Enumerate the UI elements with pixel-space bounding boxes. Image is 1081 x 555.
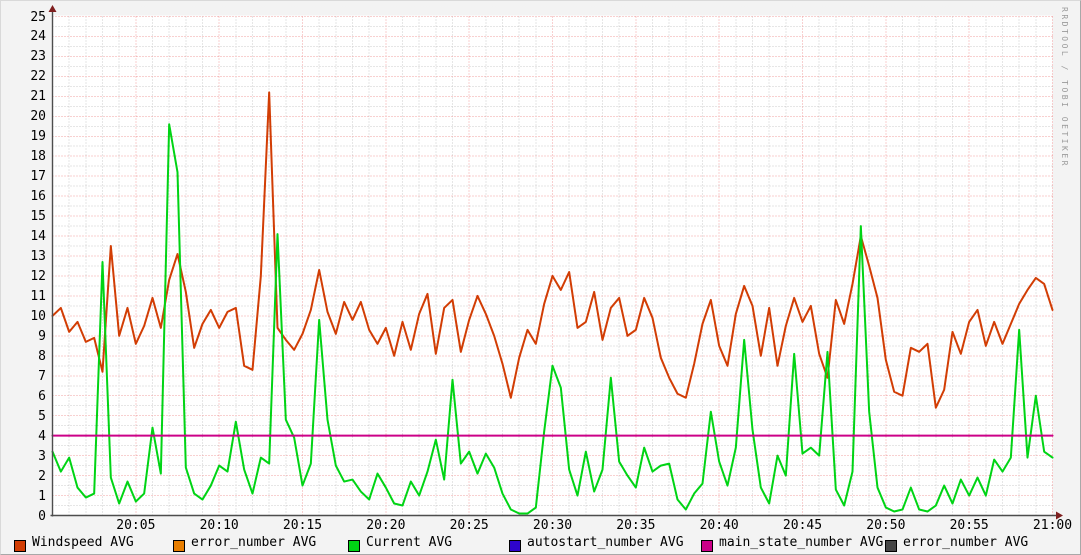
x-tick-label: 20:35: [616, 518, 656, 533]
x-tick-label: 20:50: [866, 518, 906, 533]
y-tick-label: 2: [38, 468, 46, 484]
axes: [48, 5, 1063, 520]
y-tick-label: 3: [38, 448, 46, 464]
series-lines: [51, 91, 1054, 515]
y-tick-label: 13: [30, 249, 46, 265]
y-tick-label: 8: [38, 348, 46, 364]
legend-swatch-current-icon: [348, 540, 360, 552]
x-tick-label: 20:45: [782, 518, 823, 533]
legend-label: autostart_number AVG: [527, 535, 684, 550]
y-tick-label: 22: [30, 69, 46, 85]
legend-item-windspeed: Windspeed AVG: [14, 535, 134, 552]
y-tick-label: 5: [38, 408, 46, 424]
x-tick-label: 20:25: [449, 518, 489, 533]
y-tick-label: 24: [30, 29, 46, 45]
legend-swatch-error_number-icon: [173, 540, 185, 552]
grid-major: [52, 16, 1053, 516]
y-tick-label: 10: [30, 308, 46, 324]
y-tick-label: 23: [30, 49, 46, 65]
y-axis-arrow-icon: [48, 5, 57, 12]
legend-item-current: Current AVG: [348, 535, 453, 552]
x-tick-label: 20:10: [199, 518, 239, 533]
x-axis-arrow-icon: [1056, 511, 1063, 520]
y-tick-label: 4: [38, 428, 46, 444]
legend-item-main_state_number: main_state_number AVG: [701, 535, 884, 552]
legend-swatch-autostart_number-icon: [509, 540, 521, 552]
y-tick-label: 15: [30, 209, 46, 225]
x-tick-label: 21:00: [1032, 518, 1073, 533]
legend-item-error_number: error_number AVG: [173, 535, 317, 552]
x-tick-label: 20:30: [532, 518, 573, 533]
series-windspeed-avg: [51, 91, 1054, 409]
x-tick-label: 20:05: [116, 518, 156, 533]
y-tick-label: 16: [30, 189, 46, 205]
y-tick-label: 7: [38, 368, 46, 384]
legend-item-autostart_number: autostart_number AVG: [509, 535, 684, 552]
legend-swatch-error_number_2-icon: [885, 540, 897, 552]
y-tick-label: 6: [38, 388, 46, 404]
legend-label: Current AVG: [366, 535, 453, 550]
y-tick-label: 14: [30, 229, 46, 245]
legend-label: error_number AVG: [903, 535, 1029, 550]
y-tick-label: 12: [30, 268, 46, 284]
y-tick-label: 9: [38, 328, 46, 344]
y-tick-label: 20: [30, 109, 46, 125]
y-tick-label: 18: [30, 149, 46, 165]
y-tick-label: 11: [30, 288, 46, 304]
y-tick-label: 25: [30, 9, 46, 25]
series-current-avg: [51, 123, 1054, 515]
y-tick-label: 17: [30, 169, 46, 185]
x-tick-label: 20:55: [949, 518, 989, 533]
y-tick-label: 21: [30, 89, 46, 105]
legend-label: error_number AVG: [191, 535, 317, 550]
legend-label: Windspeed AVG: [32, 535, 134, 550]
y-tick-label: 1: [38, 488, 46, 504]
x-tick-label: 20:15: [282, 518, 323, 533]
legend-swatch-windspeed-icon: [14, 540, 26, 552]
y-tick-label: 19: [30, 129, 46, 145]
legend-item-error_number_2: error_number AVG: [885, 535, 1029, 552]
watermark-credit: RRDTOOL / TOBI OETIKER: [1060, 7, 1069, 168]
x-tick-label: 20:20: [366, 518, 406, 533]
y-tick-label: 0: [38, 508, 46, 524]
legend-label: main_state_number AVG: [719, 535, 884, 550]
grid-minor: [52, 16, 1053, 516]
legend-swatch-main_state_number-icon: [701, 540, 713, 552]
x-tick-label: 20:40: [699, 518, 739, 533]
